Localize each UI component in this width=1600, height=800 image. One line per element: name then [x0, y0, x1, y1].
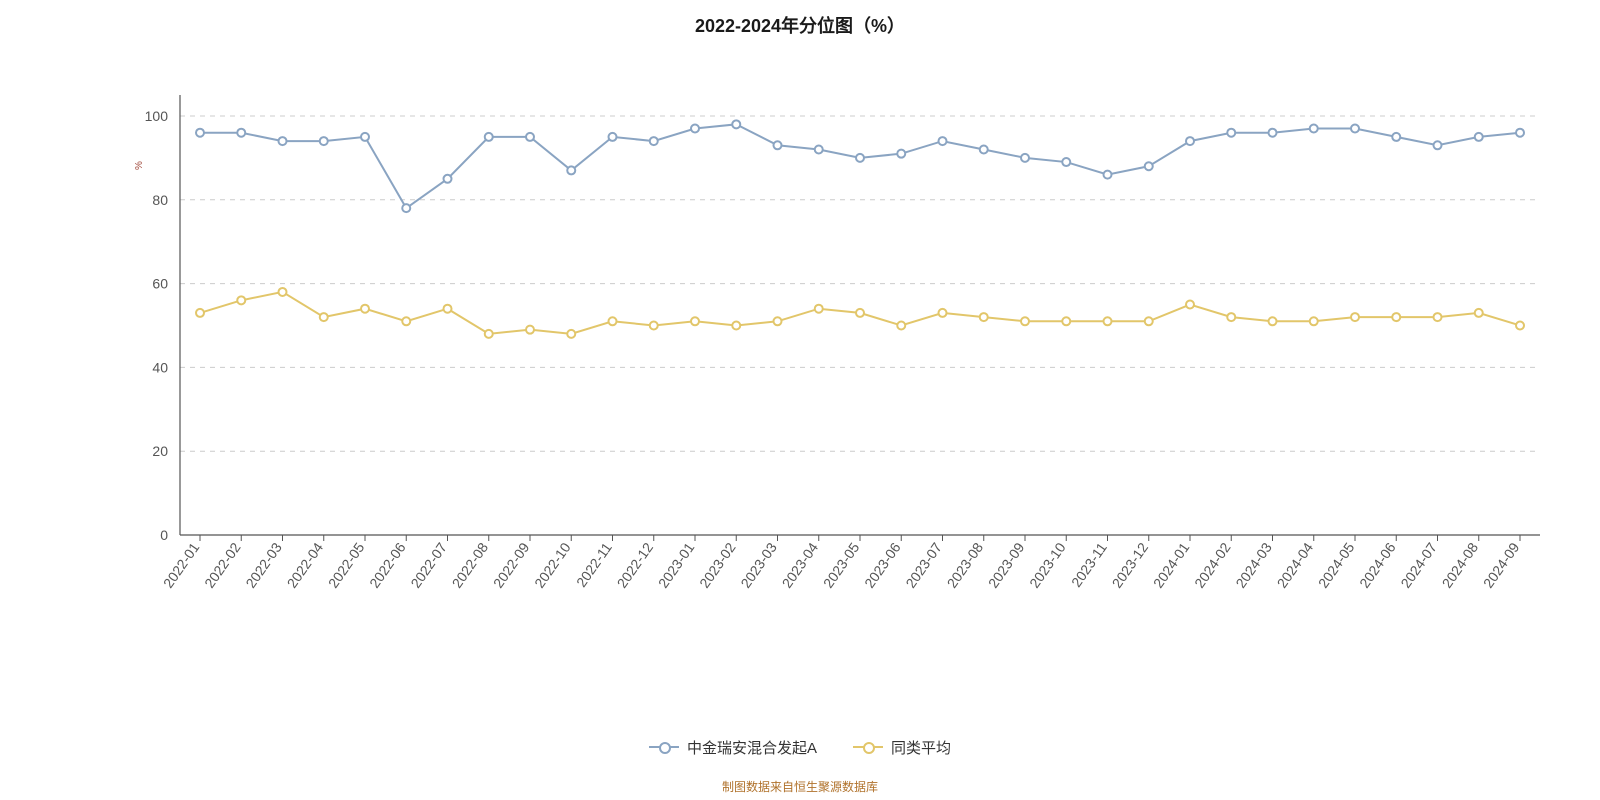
- svg-text:2024-02: 2024-02: [1191, 539, 1234, 590]
- svg-text:0: 0: [160, 527, 168, 543]
- svg-text:2023-07: 2023-07: [902, 539, 945, 590]
- svg-text:2023-02: 2023-02: [696, 539, 739, 590]
- svg-text:60: 60: [152, 276, 168, 292]
- svg-text:2024-05: 2024-05: [1315, 539, 1358, 590]
- svg-text:2024-09: 2024-09: [1480, 539, 1523, 590]
- svg-text:100: 100: [145, 108, 169, 124]
- svg-text:20: 20: [152, 443, 168, 459]
- svg-text:40: 40: [152, 359, 168, 375]
- percentile-chart: 2022-2024年分位图（%） % 0204060801002022-0120…: [0, 0, 1600, 800]
- legend: 中金瑞安混合发起A 同类平均: [0, 735, 1600, 758]
- svg-text:2022-11: 2022-11: [573, 539, 615, 590]
- legend-label: 中金瑞安混合发起A: [687, 737, 817, 758]
- svg-text:2024-04: 2024-04: [1274, 539, 1317, 590]
- svg-text:2024-06: 2024-06: [1356, 539, 1399, 590]
- svg-text:2024-08: 2024-08: [1439, 539, 1482, 590]
- svg-text:2023-03: 2023-03: [737, 539, 780, 590]
- svg-text:2023-01: 2023-01: [655, 539, 698, 590]
- svg-text:2023-05: 2023-05: [820, 539, 863, 590]
- svg-text:2024-07: 2024-07: [1397, 539, 1440, 590]
- svg-text:2024-03: 2024-03: [1232, 539, 1275, 590]
- svg-text:2023-10: 2023-10: [1026, 539, 1069, 590]
- svg-text:2024-01: 2024-01: [1150, 539, 1193, 590]
- svg-text:2022-04: 2022-04: [284, 539, 327, 590]
- svg-text:2023-09: 2023-09: [985, 539, 1028, 590]
- svg-text:2022-05: 2022-05: [325, 539, 368, 590]
- svg-text:2022-06: 2022-06: [366, 539, 409, 590]
- svg-text:2022-08: 2022-08: [449, 539, 492, 590]
- svg-text:80: 80: [152, 192, 168, 208]
- svg-text:2023-08: 2023-08: [944, 539, 987, 590]
- svg-text:2023-11: 2023-11: [1068, 539, 1110, 590]
- svg-text:2022-02: 2022-02: [201, 539, 244, 590]
- plot-svg: 0 20 40 60 80 100 2022-012022-022022-032022-04…: [0, 0, 1600, 800]
- legend-item[interactable]: 同类平均: [853, 737, 951, 758]
- svg-text:2022-09: 2022-09: [490, 539, 533, 590]
- svg-text:2022-01: 2022-01: [160, 539, 203, 590]
- legend-item[interactable]: 中金瑞安混合发起A: [649, 737, 817, 758]
- svg-text:2023-06: 2023-06: [861, 539, 904, 590]
- svg-text:2023-04: 2023-04: [779, 539, 822, 590]
- legend-label: 同类平均: [891, 737, 951, 758]
- svg-text:2022-12: 2022-12: [614, 539, 657, 590]
- svg-text:2022-10: 2022-10: [531, 539, 574, 590]
- svg-text:2023-12: 2023-12: [1109, 539, 1152, 590]
- svg-text:2022-03: 2022-03: [242, 539, 285, 590]
- data-source-note: 制图数据来自恒生聚源数据库: [0, 778, 1600, 795]
- svg-text:2022-07: 2022-07: [407, 539, 450, 590]
